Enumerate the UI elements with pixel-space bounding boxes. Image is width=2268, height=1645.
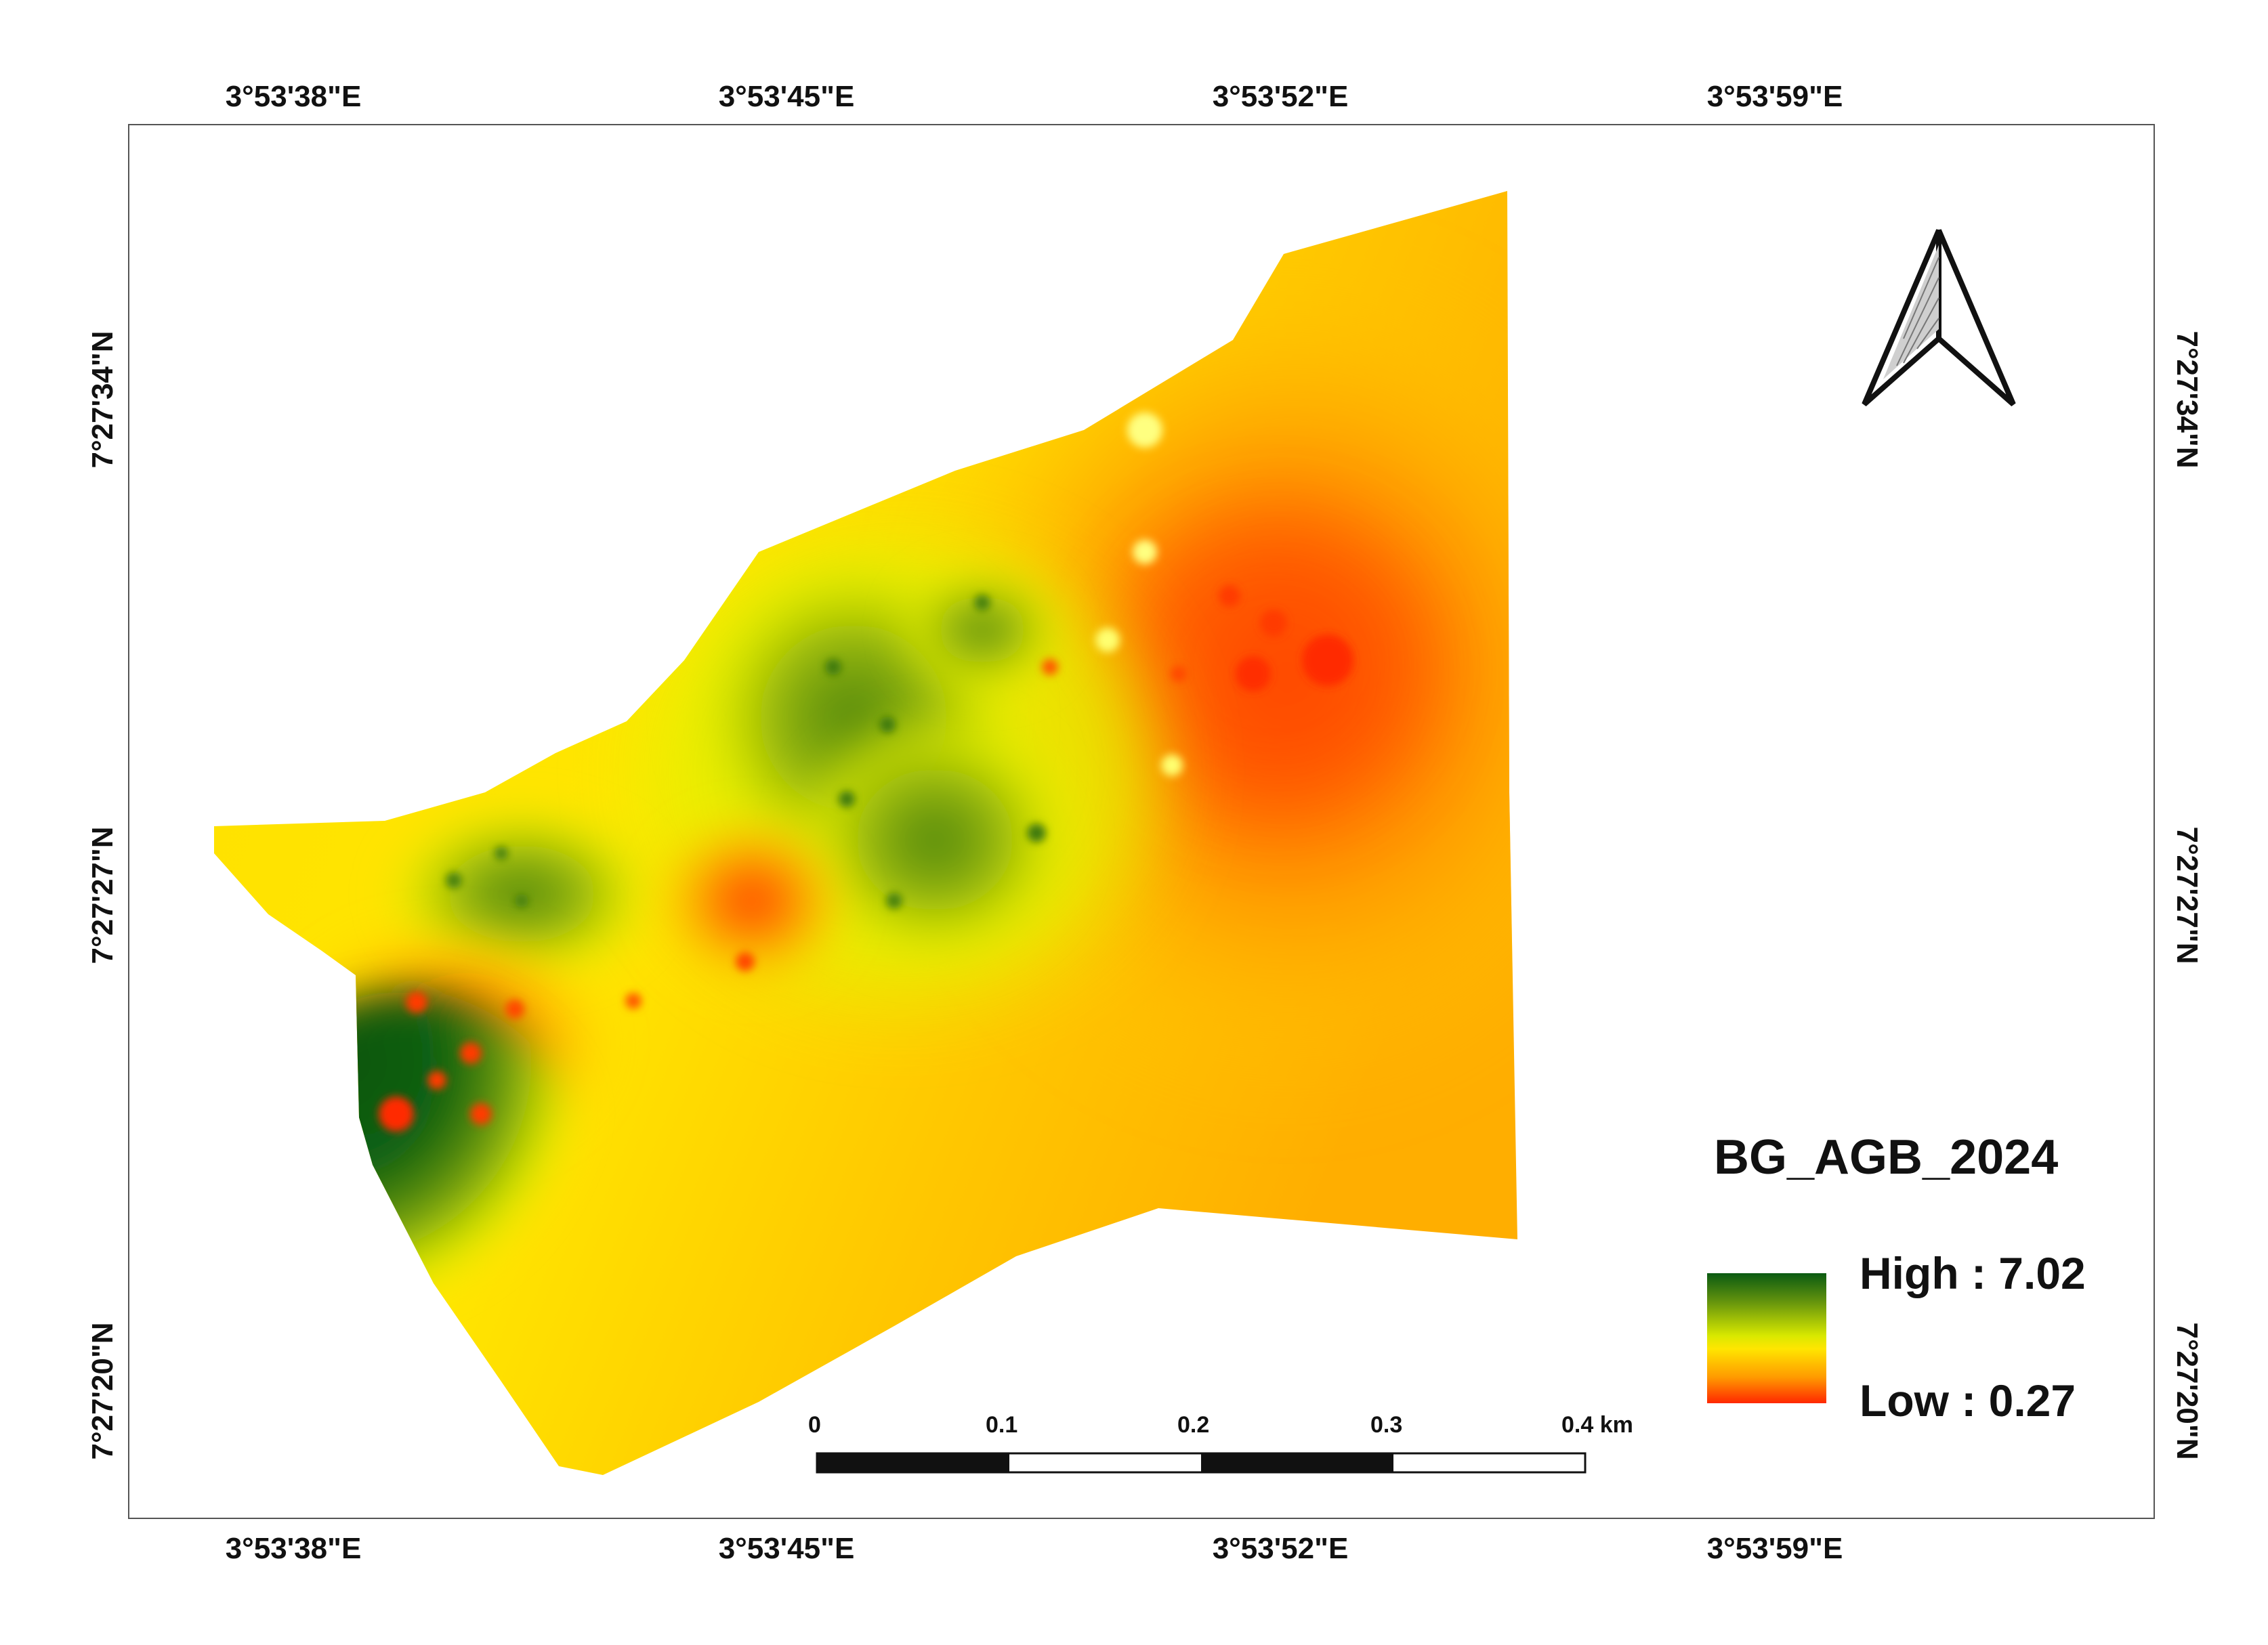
lat-label-left-3: 7°27'20"N [86,1322,119,1460]
lon-label-bottom-4: 3°53'59"E [1706,1532,1843,1565]
lat-label-right-3: 7°27'20"N [2170,1322,2204,1460]
lon-label-top-2: 3°53'45"E [718,80,855,113]
lon-label-bottom-1: 3°53'38"E [225,1532,362,1565]
lat-label-left-2: 7°27'27"N [86,826,119,964]
scale-bar-label-4: 0.4 km [1561,1412,1633,1438]
north-arrow-icon [1862,229,2016,407]
scale-bar [816,1452,1587,1474]
legend-title: BG_AGB_2024 [1714,1130,2059,1184]
scale-bar-label-3: 0.3 [1370,1412,1403,1438]
lon-label-top-1: 3°53'38"E [225,80,362,113]
scale-bar-label-1: 0.1 [986,1412,1018,1438]
lat-label-right-1: 7°27'34"N [2170,330,2204,469]
lon-label-top-4: 3°53'59"E [1706,80,1843,113]
legend-low-label: Low : 0.27 [1860,1375,2076,1426]
lon-label-top-3: 3°53'52"E [1212,80,1349,113]
scale-bar-label-2: 0.2 [1177,1412,1210,1438]
legend-high-label: High : 7.02 [1860,1248,2086,1298]
agb-raster-surface [214,191,1517,1475]
lat-label-left-1: 7°27'34"N [86,330,119,469]
lat-label-right-2: 7°27'27"N [2170,826,2204,964]
map-frame [128,124,2155,1519]
lon-label-bottom-2: 3°53'45"E [718,1532,855,1565]
lon-label-bottom-3: 3°53'52"E [1212,1532,1349,1565]
legend-color-ramp [1707,1273,1826,1403]
scale-bar-label-0: 0 [808,1412,821,1438]
